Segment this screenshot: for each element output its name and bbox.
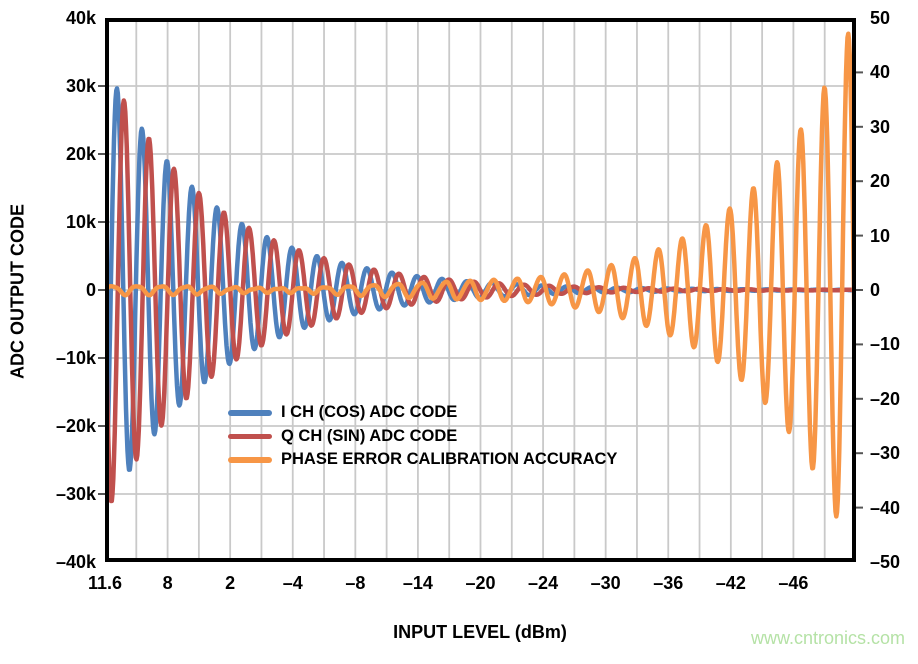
y-right-tick-label: 0 bbox=[870, 280, 881, 300]
y-right-tick-label: –30 bbox=[870, 443, 901, 464]
series-curve-2 bbox=[105, 31, 856, 519]
legend-row-i-channel: I CH (COS) ADC CODE bbox=[228, 401, 617, 425]
axis-ticks bbox=[98, 71, 863, 509]
x-tick-label: 11.6 bbox=[87, 573, 123, 593]
x-tick-label: –4 bbox=[282, 573, 303, 593]
y-right-tick-label: –20 bbox=[870, 388, 901, 409]
y-right-tick-label: 40 bbox=[870, 62, 891, 83]
legend-row-q-channel: Q CH (SIN) ADC CODE bbox=[228, 425, 617, 449]
x-tick-label: 8 bbox=[162, 573, 173, 593]
x-tick-label: –36 bbox=[653, 573, 684, 593]
x-tick-label: –14 bbox=[402, 573, 433, 593]
y-left-tick-label: –20k bbox=[55, 416, 96, 436]
phase-error-line-swatch-icon bbox=[228, 457, 272, 463]
legend-label-i-channel: I CH (COS) ADC CODE bbox=[281, 403, 458, 422]
y-right-tick-label: 50 bbox=[870, 8, 891, 28]
i-channel-line-swatch-icon bbox=[228, 410, 272, 416]
y-right-tick-label: 10 bbox=[870, 225, 891, 246]
y-axis-title: ADC OUTPUT CODE bbox=[7, 204, 28, 379]
legend-row-phase-error: PHASE ERROR CALIBRATION ACCURACY bbox=[228, 448, 617, 472]
plot-border bbox=[105, 18, 856, 562]
y-left-tick-label: –10k bbox=[55, 348, 96, 368]
x-tick-label: 2 bbox=[225, 573, 236, 593]
x-tick-label: –42 bbox=[715, 573, 746, 593]
x-tick-label: –20 bbox=[465, 573, 496, 593]
x-tick-label: –24 bbox=[528, 573, 559, 593]
y-left-tick-label: –40k bbox=[55, 552, 96, 572]
y-right-tick-label: –50 bbox=[870, 552, 901, 572]
y-right-tick-label: –40 bbox=[870, 497, 901, 518]
y-right-tick-label: 20 bbox=[870, 171, 891, 192]
y-right-tick-label: 30 bbox=[870, 116, 891, 137]
x-axis-title: INPUT LEVEL (dBm) bbox=[393, 622, 567, 642]
y-right-tick-label: –10 bbox=[870, 334, 901, 355]
watermark: www.cntronics.com bbox=[750, 628, 905, 648]
y-left-tick-label: 30k bbox=[65, 76, 96, 96]
x-tick-label: –46 bbox=[778, 573, 809, 593]
chart-legend: I CH (COS) ADC CODE Q CH (SIN) ADC CODE … bbox=[228, 401, 617, 472]
legend-label-phase-error: PHASE ERROR CALIBRATION ACCURACY bbox=[281, 450, 618, 469]
y-left-tick-label: 20k bbox=[65, 144, 96, 164]
y-left-tick-label: –30k bbox=[55, 484, 96, 504]
x-tick-label: –8 bbox=[345, 573, 366, 593]
y-left-tick-label: 10k bbox=[65, 212, 96, 232]
legend-label-q-channel: Q CH (SIN) ADC CODE bbox=[281, 426, 458, 445]
y-left-tick-label: 0 bbox=[85, 280, 96, 300]
q-channel-line-swatch-icon bbox=[228, 433, 272, 439]
x-tick-label: –30 bbox=[590, 573, 621, 593]
y-left-tick-label: 40k bbox=[65, 8, 96, 28]
